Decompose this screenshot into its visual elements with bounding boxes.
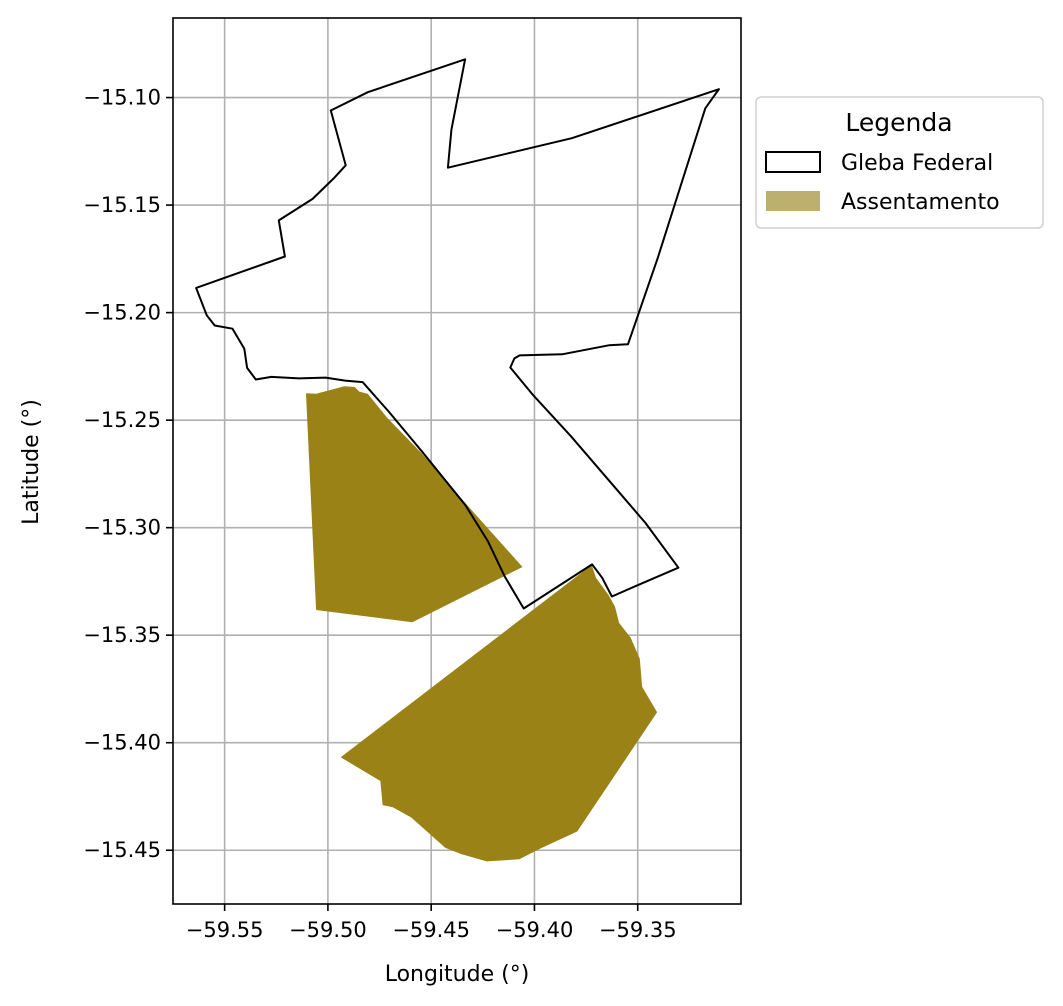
x-tick-label: −59.55: [186, 918, 264, 942]
legend-label-gleba-federal: Gleba Federal: [841, 151, 993, 176]
y-tick-label: −15.45: [83, 838, 161, 862]
y-tick-label: −15.40: [83, 731, 161, 755]
map-layers: [195, 58, 720, 862]
legend-swatch-gleba-federal: [765, 151, 821, 173]
x-tick-label: −59.35: [599, 918, 677, 942]
plot-frame: [172, 17, 742, 905]
assentamento-polygon: [306, 386, 523, 623]
y-tick-label: −15.20: [83, 301, 161, 325]
y-tick-label: −15.35: [83, 623, 161, 647]
y-tick-label: −15.25: [83, 408, 161, 432]
legend-swatch-assentamento: [766, 191, 820, 211]
y-axis-label: Latitude (°): [19, 399, 44, 525]
x-tick-label: −59.40: [496, 918, 574, 942]
gleba-federal-polygon: [195, 58, 720, 610]
x-tick-label: −59.50: [289, 918, 367, 942]
y-tick-label: −15.10: [83, 86, 161, 110]
x-axis-label: Longitude (°): [385, 962, 530, 987]
y-tick-label: −15.15: [83, 193, 161, 217]
legend: Legenda Gleba Federal Assentamento: [755, 96, 1044, 229]
x-axis-ticks: −59.55 −59.50 −59.45 −59.40 −59.35: [186, 904, 677, 942]
legend-box: [755, 96, 1044, 229]
x-tick-label: −59.45: [392, 918, 470, 942]
y-tick-label: −15.30: [83, 516, 161, 540]
legend-title: Legenda: [845, 108, 952, 137]
y-axis-ticks: −15.10 −15.15 −15.20 −15.25 −15.30 −15.35 −15.…: [83, 86, 173, 862]
legend-label-assentamento: Assentamento: [841, 190, 1000, 215]
assentamento-polygon: [340, 564, 658, 862]
